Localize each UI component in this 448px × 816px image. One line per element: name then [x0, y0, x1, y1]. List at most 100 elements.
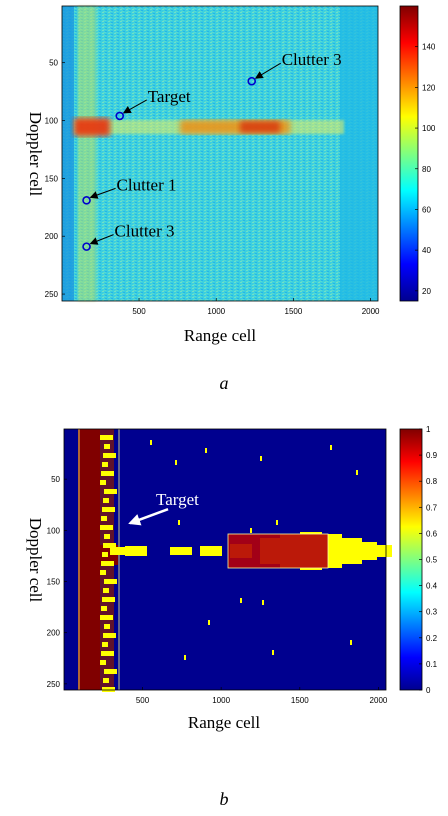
ylabel-b: Doppler cell: [26, 518, 45, 603]
detection-cell: [175, 460, 177, 465]
zero-doppler-red-core: [78, 545, 118, 565]
detection-cell: [184, 655, 186, 660]
xlabel-b: Range cell: [188, 713, 260, 732]
detection-cell: [262, 600, 264, 605]
colorbar-tick-label: 100: [422, 124, 436, 133]
colorbar-tick-label: 0.8: [426, 477, 438, 486]
x-tick-label: 1500: [285, 307, 303, 316]
detection-cell: [240, 598, 242, 603]
annotation-arrow: [254, 62, 281, 79]
detection-cell: [200, 546, 222, 556]
detection-cell: [104, 624, 110, 629]
plot-frame-a: [61, 5, 379, 302]
annotation-label: Clutter 1: [117, 175, 177, 194]
colorbar-tick-label: 0.9: [426, 451, 438, 460]
y-tick-label: 150: [45, 174, 59, 183]
zero-doppler-core-left: [74, 118, 110, 136]
annotations-a: Clutter 3 Target Clutter 1 Clutter 3: [82, 50, 342, 251]
detection-cell: [101, 471, 114, 476]
detection-cell: [356, 470, 358, 475]
annotation-marker: [82, 242, 91, 251]
detection-cell: [100, 435, 113, 440]
detection-cell: [104, 669, 117, 674]
detection-cell: [102, 642, 108, 647]
detection-cell: [101, 516, 107, 521]
colorbar-tick-label: 0.3: [426, 608, 438, 617]
chart-b: 500 1000 1500 2000 50 100 150 200 250 Target Ran…: [26, 425, 438, 809]
detection-cell: [102, 462, 108, 467]
detection-cell: [103, 678, 109, 683]
detection-cell: [330, 445, 332, 450]
colorbar-ticks-a: 20 40 60 80 100 120 140: [415, 43, 436, 296]
near-range-band: [78, 6, 96, 301]
detection-cell: [370, 545, 392, 557]
annotation-label: Clutter 3: [282, 50, 342, 69]
annotation-label: Target: [148, 87, 191, 106]
detection-cell: [100, 525, 113, 530]
detection-cell: [104, 534, 110, 539]
colorbar-a: [399, 5, 419, 302]
detection-core: [228, 534, 328, 568]
colorbar-tick-label: 60: [422, 205, 431, 214]
x-tick-label: 500: [132, 307, 146, 316]
detection-cell: [178, 520, 180, 525]
xlabel-a: Range cell: [184, 326, 256, 345]
colorbar-tick-label: 120: [422, 83, 436, 92]
heatmap-b: [64, 429, 392, 692]
detection-cell: [102, 687, 115, 692]
colorbar-tick-label: 140: [422, 43, 436, 52]
detection-cell: [110, 547, 132, 555]
plot-frame-b: [63, 428, 387, 691]
detection-cell: [170, 547, 192, 555]
detection-cell: [350, 640, 352, 645]
colorbar-tick-label: 1: [426, 425, 431, 434]
detection-cell: [104, 579, 117, 584]
annotation-arrow: [122, 99, 147, 114]
detection-cell: [103, 453, 116, 458]
detection-cell: [101, 651, 114, 656]
detection-cell: [272, 650, 274, 655]
detection-cell: [103, 543, 116, 548]
y-tick-label: 50: [49, 59, 58, 68]
colorbar-tick-label: 40: [422, 246, 431, 255]
y-tick-label: 250: [47, 680, 61, 689]
colorbar-tick-label: 0.5: [426, 556, 438, 565]
colorbar-tick-label: 0.1: [426, 660, 438, 669]
detection-cell: [101, 606, 107, 611]
x-tick-label: 1500: [291, 696, 309, 705]
left-edge-band: [62, 6, 74, 301]
detection-cell: [125, 546, 147, 556]
colorbar-ticks-b: 0 0.1 0.2 0.3 0.4 0.5 0.6 0.7 0.8 0.9 1: [419, 425, 438, 695]
zero-doppler-core-right: [240, 121, 280, 133]
colorbar-tick-label: 0.2: [426, 634, 438, 643]
detection-cell: [250, 528, 252, 533]
axes-b: 500 1000 1500 2000 50 100 150 200 250: [47, 475, 388, 705]
detection-cell: [103, 588, 109, 593]
far-range-band: [340, 6, 378, 301]
annotation-marker: [247, 76, 257, 86]
colorbar-tick-label: 0.4: [426, 582, 438, 591]
colorbar-tick-label: 80: [422, 165, 431, 174]
detection-cell: [260, 456, 262, 461]
panel-label-a: a: [220, 373, 229, 393]
x-tick-label: 2000: [362, 307, 380, 316]
detection-cell: [150, 440, 152, 445]
y-tick-label: 50: [51, 475, 60, 484]
heatmap-a-background: [62, 6, 378, 301]
detection-cell: [102, 552, 108, 557]
annotation-label: Clutter 3: [115, 222, 175, 241]
ylabel-a: Doppler cell: [26, 112, 45, 197]
detection-cell: [102, 507, 115, 512]
colorbar-tick-label: 0.7: [426, 503, 438, 512]
detection-cell: [100, 660, 106, 665]
colorbar-tick-label: 20: [422, 287, 431, 296]
detection-cell: [104, 444, 110, 449]
y-tick-label: 100: [45, 117, 59, 126]
detection-cell: [101, 561, 114, 566]
detection-cell: [100, 570, 106, 575]
annotation-arrow: [89, 234, 114, 245]
detection-cell: [100, 480, 106, 485]
detection-cell: [103, 498, 109, 503]
y-tick-label: 100: [47, 526, 61, 535]
detection-cell: [103, 633, 116, 638]
